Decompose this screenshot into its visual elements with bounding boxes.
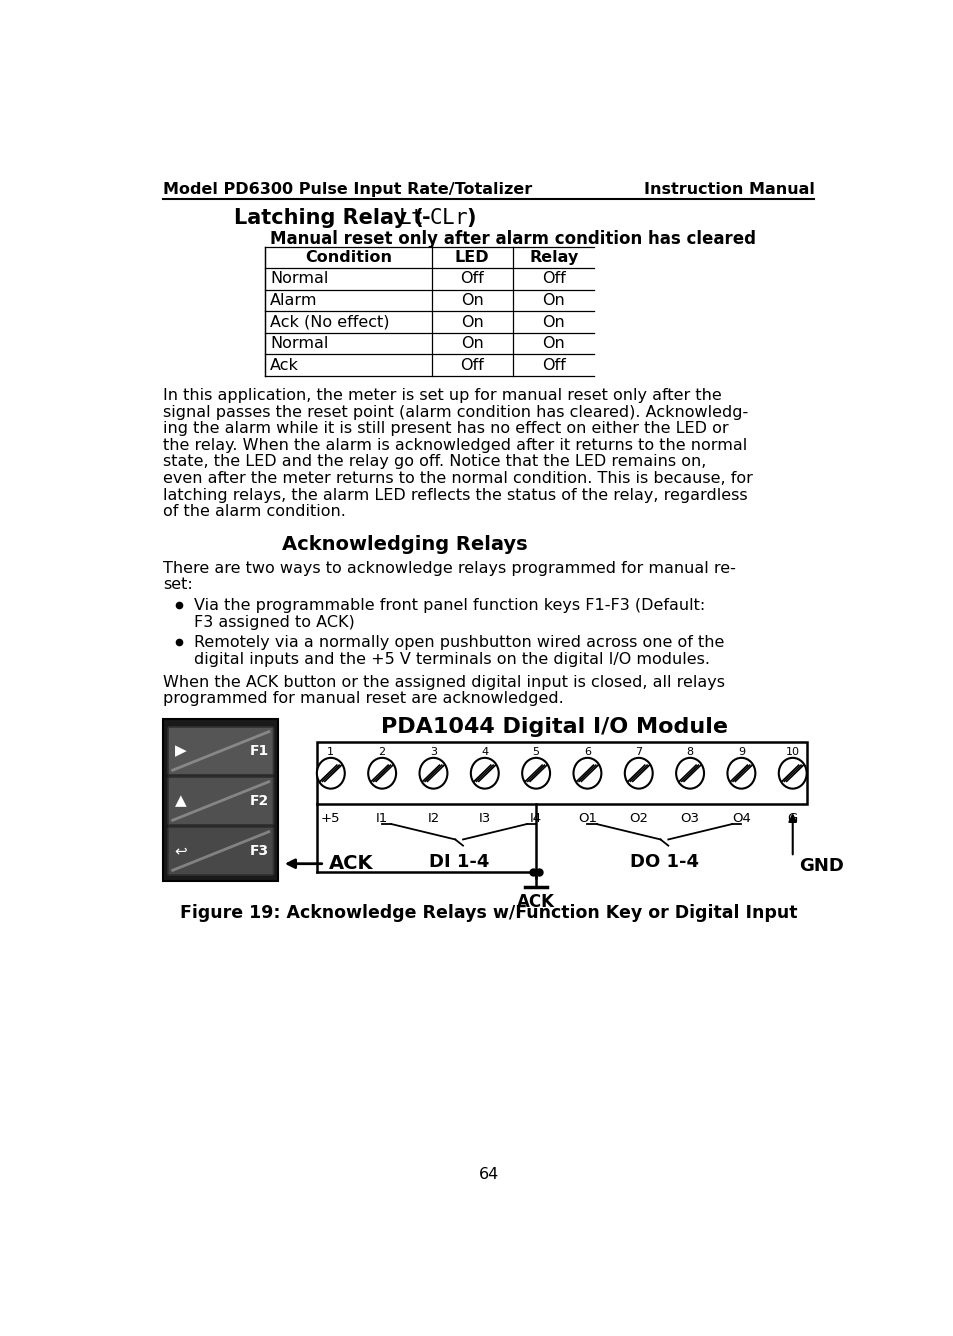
Ellipse shape bbox=[471, 758, 498, 788]
Text: I3: I3 bbox=[478, 812, 491, 824]
Text: Off: Off bbox=[541, 358, 565, 373]
FancyBboxPatch shape bbox=[168, 727, 274, 775]
Text: On: On bbox=[541, 337, 564, 351]
Text: 10: 10 bbox=[785, 747, 799, 758]
Text: signal passes the reset point (alarm condition has cleared). Acknowledg-: signal passes the reset point (alarm con… bbox=[163, 405, 748, 420]
Text: LED: LED bbox=[455, 250, 489, 265]
Text: Remotely via a normally open pushbutton wired across one of the: Remotely via a normally open pushbutton … bbox=[194, 636, 724, 651]
Text: GND: GND bbox=[798, 858, 842, 875]
Text: Ack: Ack bbox=[270, 358, 299, 373]
Text: F2: F2 bbox=[250, 794, 269, 808]
Text: I2: I2 bbox=[427, 812, 439, 824]
Text: 4: 4 bbox=[480, 747, 488, 758]
Text: O2: O2 bbox=[629, 812, 648, 824]
Ellipse shape bbox=[573, 758, 600, 788]
Text: set:: set: bbox=[163, 577, 193, 592]
Text: ing the alarm while it is still present has no effect on either the LED or: ing the alarm while it is still present … bbox=[163, 421, 728, 437]
Text: Acknowledging Relays: Acknowledging Relays bbox=[282, 534, 527, 553]
Text: Condition: Condition bbox=[304, 250, 392, 265]
Text: even after the meter returns to the normal condition. This is because, for: even after the meter returns to the norm… bbox=[163, 472, 753, 486]
Text: 2: 2 bbox=[378, 747, 385, 758]
Text: Model PD6300 Pulse Input Rate/Totalizer: Model PD6300 Pulse Input Rate/Totalizer bbox=[163, 182, 532, 196]
Text: On: On bbox=[541, 314, 564, 330]
Text: DI 1-4: DI 1-4 bbox=[429, 854, 489, 871]
Text: Via the programmable front panel function keys F1-F3 (Default:: Via the programmable front panel functio… bbox=[194, 599, 705, 613]
Text: F3: F3 bbox=[250, 844, 269, 858]
Ellipse shape bbox=[521, 758, 550, 788]
Text: state, the LED and the relay go off. Notice that the LED remains on,: state, the LED and the relay go off. Not… bbox=[163, 454, 706, 469]
Text: Off: Off bbox=[460, 271, 483, 286]
Text: ▶: ▶ bbox=[174, 743, 186, 759]
Text: latching relays, the alarm LED reflects the status of the relay, regardless: latching relays, the alarm LED reflects … bbox=[163, 488, 747, 502]
Text: I4: I4 bbox=[530, 812, 541, 824]
Text: There are two ways to acknowledge relays programmed for manual re-: There are two ways to acknowledge relays… bbox=[163, 561, 736, 576]
Text: -: - bbox=[421, 208, 430, 228]
Text: programmed for manual reset are acknowledged.: programmed for manual reset are acknowle… bbox=[163, 691, 563, 707]
Bar bbox=[163, 719, 278, 880]
Text: 9: 9 bbox=[737, 747, 744, 758]
Text: ACK: ACK bbox=[328, 854, 373, 874]
Text: 6: 6 bbox=[583, 747, 590, 758]
Text: G: G bbox=[787, 812, 797, 824]
Text: 8: 8 bbox=[686, 747, 693, 758]
Text: Ack (No effect): Ack (No effect) bbox=[270, 314, 390, 330]
Text: F1: F1 bbox=[250, 744, 269, 758]
Text: In this application, the meter is set up for manual reset only after the: In this application, the meter is set up… bbox=[163, 389, 721, 403]
Ellipse shape bbox=[316, 758, 344, 788]
Text: O4: O4 bbox=[731, 812, 750, 824]
Ellipse shape bbox=[419, 758, 447, 788]
Text: On: On bbox=[460, 293, 483, 309]
Text: digital inputs and the +5 V terminals on the digital I/O modules.: digital inputs and the +5 V terminals on… bbox=[194, 652, 710, 667]
Text: $\mathtt{Lt}$: $\mathtt{Lt}$ bbox=[397, 208, 423, 228]
Text: Relay: Relay bbox=[529, 250, 578, 265]
Text: When the ACK button or the assigned digital input is closed, all relays: When the ACK button or the assigned digi… bbox=[163, 675, 724, 689]
Text: Alarm: Alarm bbox=[270, 293, 317, 309]
Text: Off: Off bbox=[541, 271, 565, 286]
Text: ): ) bbox=[466, 208, 476, 228]
Text: of the alarm condition.: of the alarm condition. bbox=[163, 504, 346, 520]
Ellipse shape bbox=[676, 758, 703, 788]
Text: Figure 19: Acknowledge Relays w/Function Key or Digital Input: Figure 19: Acknowledge Relays w/Function… bbox=[180, 904, 797, 922]
Text: On: On bbox=[460, 337, 483, 351]
Text: 64: 64 bbox=[478, 1168, 498, 1182]
Text: F3 assigned to ACK): F3 assigned to ACK) bbox=[194, 615, 355, 631]
Ellipse shape bbox=[727, 758, 755, 788]
Bar bbox=[316, 743, 806, 804]
Text: $\mathtt{CLr}$: $\mathtt{CLr}$ bbox=[429, 208, 468, 228]
Text: 1: 1 bbox=[327, 747, 334, 758]
Text: Normal: Normal bbox=[270, 271, 329, 286]
Ellipse shape bbox=[368, 758, 395, 788]
Text: the relay. When the alarm is acknowledged after it returns to the normal: the relay. When the alarm is acknowledge… bbox=[163, 438, 747, 453]
Text: ▲: ▲ bbox=[174, 794, 186, 808]
Text: 5: 5 bbox=[532, 747, 539, 758]
Text: 3: 3 bbox=[430, 747, 436, 758]
Text: 7: 7 bbox=[635, 747, 641, 758]
Text: DO 1-4: DO 1-4 bbox=[629, 854, 699, 871]
Text: On: On bbox=[460, 314, 483, 330]
FancyBboxPatch shape bbox=[168, 827, 274, 875]
Text: Instruction Manual: Instruction Manual bbox=[643, 182, 814, 196]
FancyBboxPatch shape bbox=[168, 778, 274, 824]
Text: I1: I1 bbox=[375, 812, 388, 824]
Text: O1: O1 bbox=[578, 812, 597, 824]
Text: ACK: ACK bbox=[517, 894, 555, 911]
Ellipse shape bbox=[778, 758, 806, 788]
Text: ↩: ↩ bbox=[173, 843, 187, 859]
Text: Latching Relay (: Latching Relay ( bbox=[233, 208, 423, 228]
Text: Off: Off bbox=[460, 358, 483, 373]
Text: O3: O3 bbox=[679, 812, 699, 824]
Text: Normal: Normal bbox=[270, 337, 329, 351]
Text: +5: +5 bbox=[321, 812, 340, 824]
Text: PDA1044 Digital I/O Module: PDA1044 Digital I/O Module bbox=[380, 717, 727, 737]
Text: Manual reset only after alarm condition has cleared: Manual reset only after alarm condition … bbox=[270, 230, 756, 247]
Text: On: On bbox=[541, 293, 564, 309]
Ellipse shape bbox=[624, 758, 652, 788]
